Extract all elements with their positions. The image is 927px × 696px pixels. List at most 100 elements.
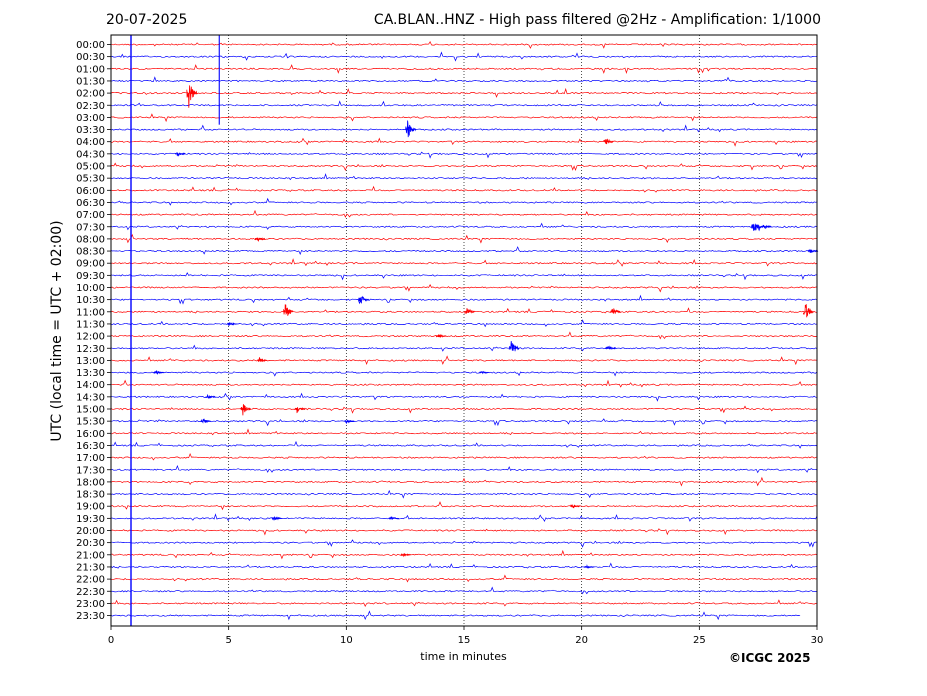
event-burst <box>603 138 614 145</box>
y-tick-label: 15:00 <box>76 405 105 416</box>
event-burst <box>205 394 216 399</box>
y-tick-label: 09:00 <box>76 259 105 270</box>
x-tick-label: 10 <box>340 635 353 646</box>
trace-row <box>110 549 818 560</box>
event-burst <box>254 237 266 242</box>
event-burst <box>508 341 520 352</box>
x-tick-labels: 0 5 10 15 20 25 30 <box>108 635 824 646</box>
seismic-traces <box>110 35 819 626</box>
trace-row <box>110 246 818 256</box>
y-tick-label: 10:00 <box>76 283 105 294</box>
trace-row <box>110 501 818 511</box>
event-burst <box>344 419 355 425</box>
trace-row <box>110 258 818 267</box>
event-burst <box>435 333 447 338</box>
y-axis-label: UTC (local time = UTC + 02:00) <box>49 220 65 442</box>
y-tick-label: 03:30 <box>76 125 105 136</box>
y-tick-label: 07:00 <box>76 210 105 221</box>
y-tick-label: 00:30 <box>76 52 105 63</box>
event-burst <box>174 152 186 157</box>
y-tick-label: 02:00 <box>76 89 105 100</box>
trace-row <box>110 405 818 414</box>
x-tick-label: 25 <box>693 635 706 646</box>
x-tick-label: 20 <box>575 635 588 646</box>
trace-row <box>110 197 818 206</box>
event-burst <box>186 85 198 108</box>
trace-row <box>110 233 818 244</box>
trace-row <box>111 539 818 548</box>
y-tick-label: 17:00 <box>76 453 105 464</box>
y-tick-label: 16:00 <box>76 429 105 440</box>
plot-title: CA.BLAN..HNZ - High pass filtered @2Hz -… <box>373 12 821 28</box>
y-tick-label: 04:30 <box>76 149 105 160</box>
y-tick-label: 11:00 <box>76 307 105 318</box>
y-tick-label: 03:00 <box>76 113 105 124</box>
event-burst <box>294 407 306 414</box>
event-burst <box>283 304 294 316</box>
plot-frame <box>110 34 818 627</box>
event-burst <box>751 223 762 231</box>
trace-row <box>110 151 818 159</box>
x-axis-label: time in minutes <box>420 650 507 663</box>
trace-row <box>110 440 818 449</box>
copyright-credit: ©ICGC 2025 <box>729 651 811 665</box>
x-tick-label: 15 <box>458 635 471 646</box>
x-tick-label: 5 <box>225 635 231 646</box>
event-burst <box>240 404 251 416</box>
trace-row <box>110 513 818 523</box>
event-burst <box>584 564 595 569</box>
y-tick-label: 05:00 <box>76 162 105 173</box>
event-burst <box>388 516 400 521</box>
y-tick-label: 13:00 <box>76 356 105 367</box>
trace-row <box>110 185 818 193</box>
trace-row <box>110 428 818 436</box>
trace-row <box>110 476 818 487</box>
y-tick-label: 00:00 <box>76 40 105 51</box>
y-tick-label: 19:30 <box>76 514 105 525</box>
event-burst <box>200 418 212 424</box>
trace-row <box>110 489 817 499</box>
x-tick-label: 0 <box>108 635 114 646</box>
event-burst <box>478 370 489 375</box>
trace-row <box>110 344 818 352</box>
y-tick-label: 17:30 <box>76 465 105 476</box>
y-tick-label: 19:00 <box>76 502 105 513</box>
y-tick-label: 22:00 <box>76 575 105 586</box>
y-tick-label: 09:30 <box>76 271 105 282</box>
trace-row <box>110 272 818 281</box>
y-tick-label: 01:00 <box>76 64 105 75</box>
axes <box>107 34 818 630</box>
trace-row <box>110 51 818 62</box>
trace-row <box>110 284 818 293</box>
event-burst <box>405 120 416 138</box>
trace-row <box>111 319 818 328</box>
y-tick-label: 23:00 <box>76 599 105 610</box>
event-burst <box>226 322 237 327</box>
trace-row <box>110 162 818 172</box>
event-burst <box>808 248 819 254</box>
y-tick-label: 20:30 <box>76 538 105 549</box>
trace-row <box>110 371 818 377</box>
y-tick-label: 18:00 <box>76 477 105 488</box>
y-tick-label: 08:30 <box>76 247 105 258</box>
trace-row <box>110 331 818 340</box>
trace-row <box>110 452 818 461</box>
event-burst <box>610 308 621 314</box>
y-tick-label: 01:30 <box>76 76 105 87</box>
trace-row <box>110 100 818 107</box>
event-burst <box>803 304 814 318</box>
trace-row <box>110 294 818 305</box>
event-burst <box>605 345 616 351</box>
y-tick-label: 21:00 <box>76 550 105 561</box>
trace-row <box>110 465 818 474</box>
trace-row <box>110 87 818 98</box>
y-tick-label: 23:30 <box>76 611 105 622</box>
y-tick-label: 15:30 <box>76 417 105 428</box>
y-tick-label: 02:30 <box>76 101 105 112</box>
trace-row <box>110 124 818 133</box>
y-tick-label: 06:00 <box>76 186 105 197</box>
trace-row <box>110 599 818 607</box>
trace-row <box>110 574 818 583</box>
